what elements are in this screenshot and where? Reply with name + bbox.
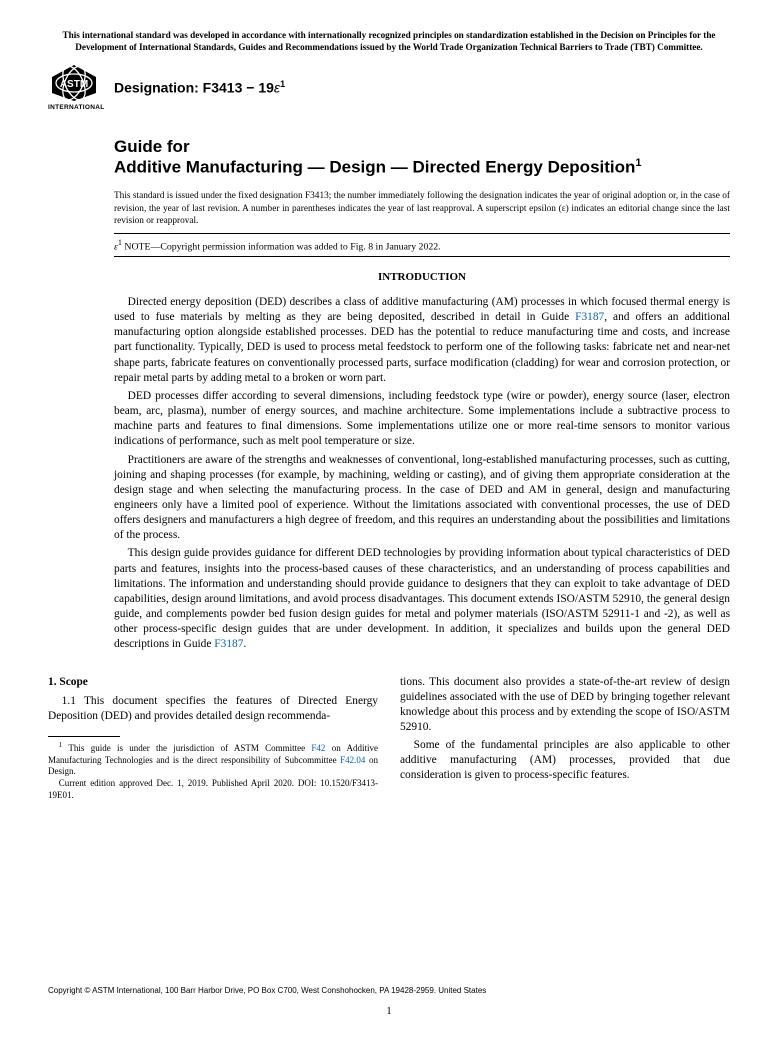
content-block: Guide for Additive Manufacturing — Desig… — [48, 137, 730, 653]
title-main: Additive Manufacturing — Design — Direct… — [114, 158, 635, 177]
title-line1: Guide for — [114, 137, 730, 157]
issued-note: This standard is issued under the fixed … — [114, 190, 730, 226]
footnote-rule — [48, 736, 120, 737]
eps-note: ε1 NOTE—Copyright permission information… — [114, 233, 730, 257]
intro-p4-a: This design guide provides guidance for … — [114, 547, 730, 650]
scope-p1: 1.1 This document specifies the features… — [48, 694, 378, 724]
link-f42[interactable]: F42 — [311, 743, 325, 753]
designation: Designation: F3413 − 19ε1 — [114, 79, 285, 96]
header-row: ASTM INTERNATIONAL Designation: F3413 − … — [48, 63, 730, 111]
two-col: 1. Scope 1.1 This document specifies the… — [48, 675, 730, 802]
intro-heading: INTRODUCTION — [114, 271, 730, 283]
top-notice: This international standard was develope… — [48, 30, 730, 53]
link-f3187-1[interactable]: F3187 — [575, 311, 604, 323]
link-f4204[interactable]: F42.04 — [340, 755, 365, 765]
title-sup: 1 — [635, 157, 641, 169]
link-f3187-2[interactable]: F3187 — [214, 638, 243, 650]
footnote-1: 1 This guide is under the jurisdiction o… — [48, 741, 378, 778]
page-num: 1 — [0, 1005, 778, 1017]
intro-p4-b: . — [243, 638, 246, 650]
footnote-a: This guide is under the jurisdiction of … — [62, 743, 311, 753]
footnote-2: Current edition approved Dec. 1, 2019. P… — [48, 778, 378, 801]
logo-text: INTERNATIONAL — [48, 104, 100, 111]
intro-p1: Directed energy deposition (DED) describ… — [114, 295, 730, 386]
designation-label: Designation: F3413 − 19 — [114, 79, 274, 95]
intro-p2: DED processes differ according to severa… — [114, 389, 730, 450]
col2-p2: Some of the fundamental principles are a… — [400, 738, 730, 783]
intro-p4: This design guide provides guidance for … — [114, 546, 730, 652]
astm-logo: ASTM INTERNATIONAL — [48, 63, 100, 111]
scope-heading: 1. Scope — [48, 675, 378, 690]
svg-text:ASTM: ASTM — [60, 79, 88, 90]
title-line2: Additive Manufacturing — Design — Direct… — [114, 157, 730, 178]
copyright: Copyright © ASTM International, 100 Barr… — [48, 986, 486, 995]
col2-p1: tions. This document also provides a sta… — [400, 675, 730, 736]
col-right: tions. This document also provides a sta… — [400, 675, 730, 802]
designation-eps-sup: 1 — [280, 79, 285, 89]
title-block: Guide for Additive Manufacturing — Desig… — [114, 137, 730, 178]
intro-p3: Practitioners are aware of the strengths… — [114, 453, 730, 544]
col-left: 1. Scope 1.1 This document specifies the… — [48, 675, 378, 802]
eps-note-text: NOTE—Copyright permission information wa… — [122, 241, 441, 252]
